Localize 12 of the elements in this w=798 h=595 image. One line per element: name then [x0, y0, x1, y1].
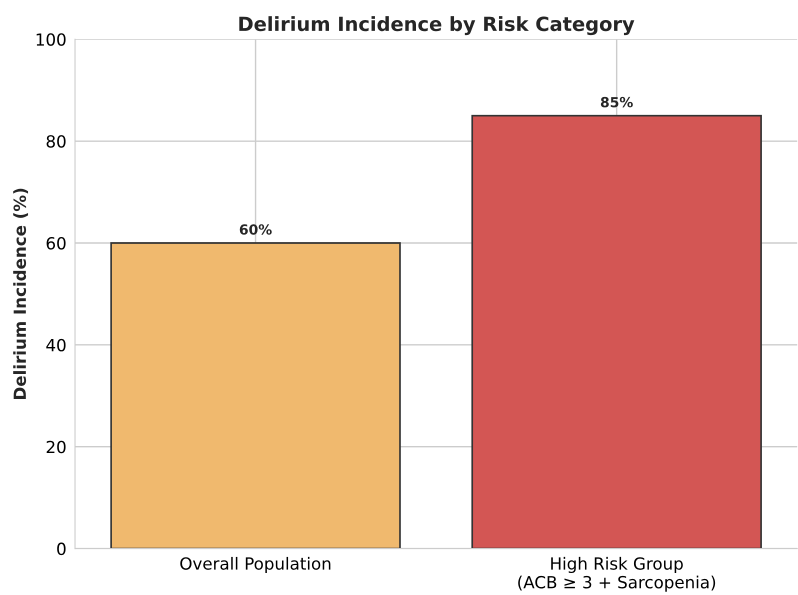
y-axis-title: Delirium Incidence (%): [13, 188, 28, 400]
y-tick-label: 80: [46, 135, 66, 148]
y-tick-label: 60: [46, 236, 66, 250]
y-tick-label: 20: [46, 440, 66, 454]
data-label: 85%: [600, 96, 633, 108]
x-tick-label: Overall Population: [180, 556, 330, 574]
data-label: 60%: [240, 224, 272, 235]
y-tick-label: 100: [36, 33, 66, 46]
y-tick-label: 0: [57, 542, 66, 556]
x-tick-label: High Risk Group (ACB ≥ 3 + Sarcopenia): [518, 556, 716, 592]
y-tick-label: 40: [46, 338, 66, 352]
chart-title: Delirium Incidence by Risk Category: [239, 16, 634, 36]
